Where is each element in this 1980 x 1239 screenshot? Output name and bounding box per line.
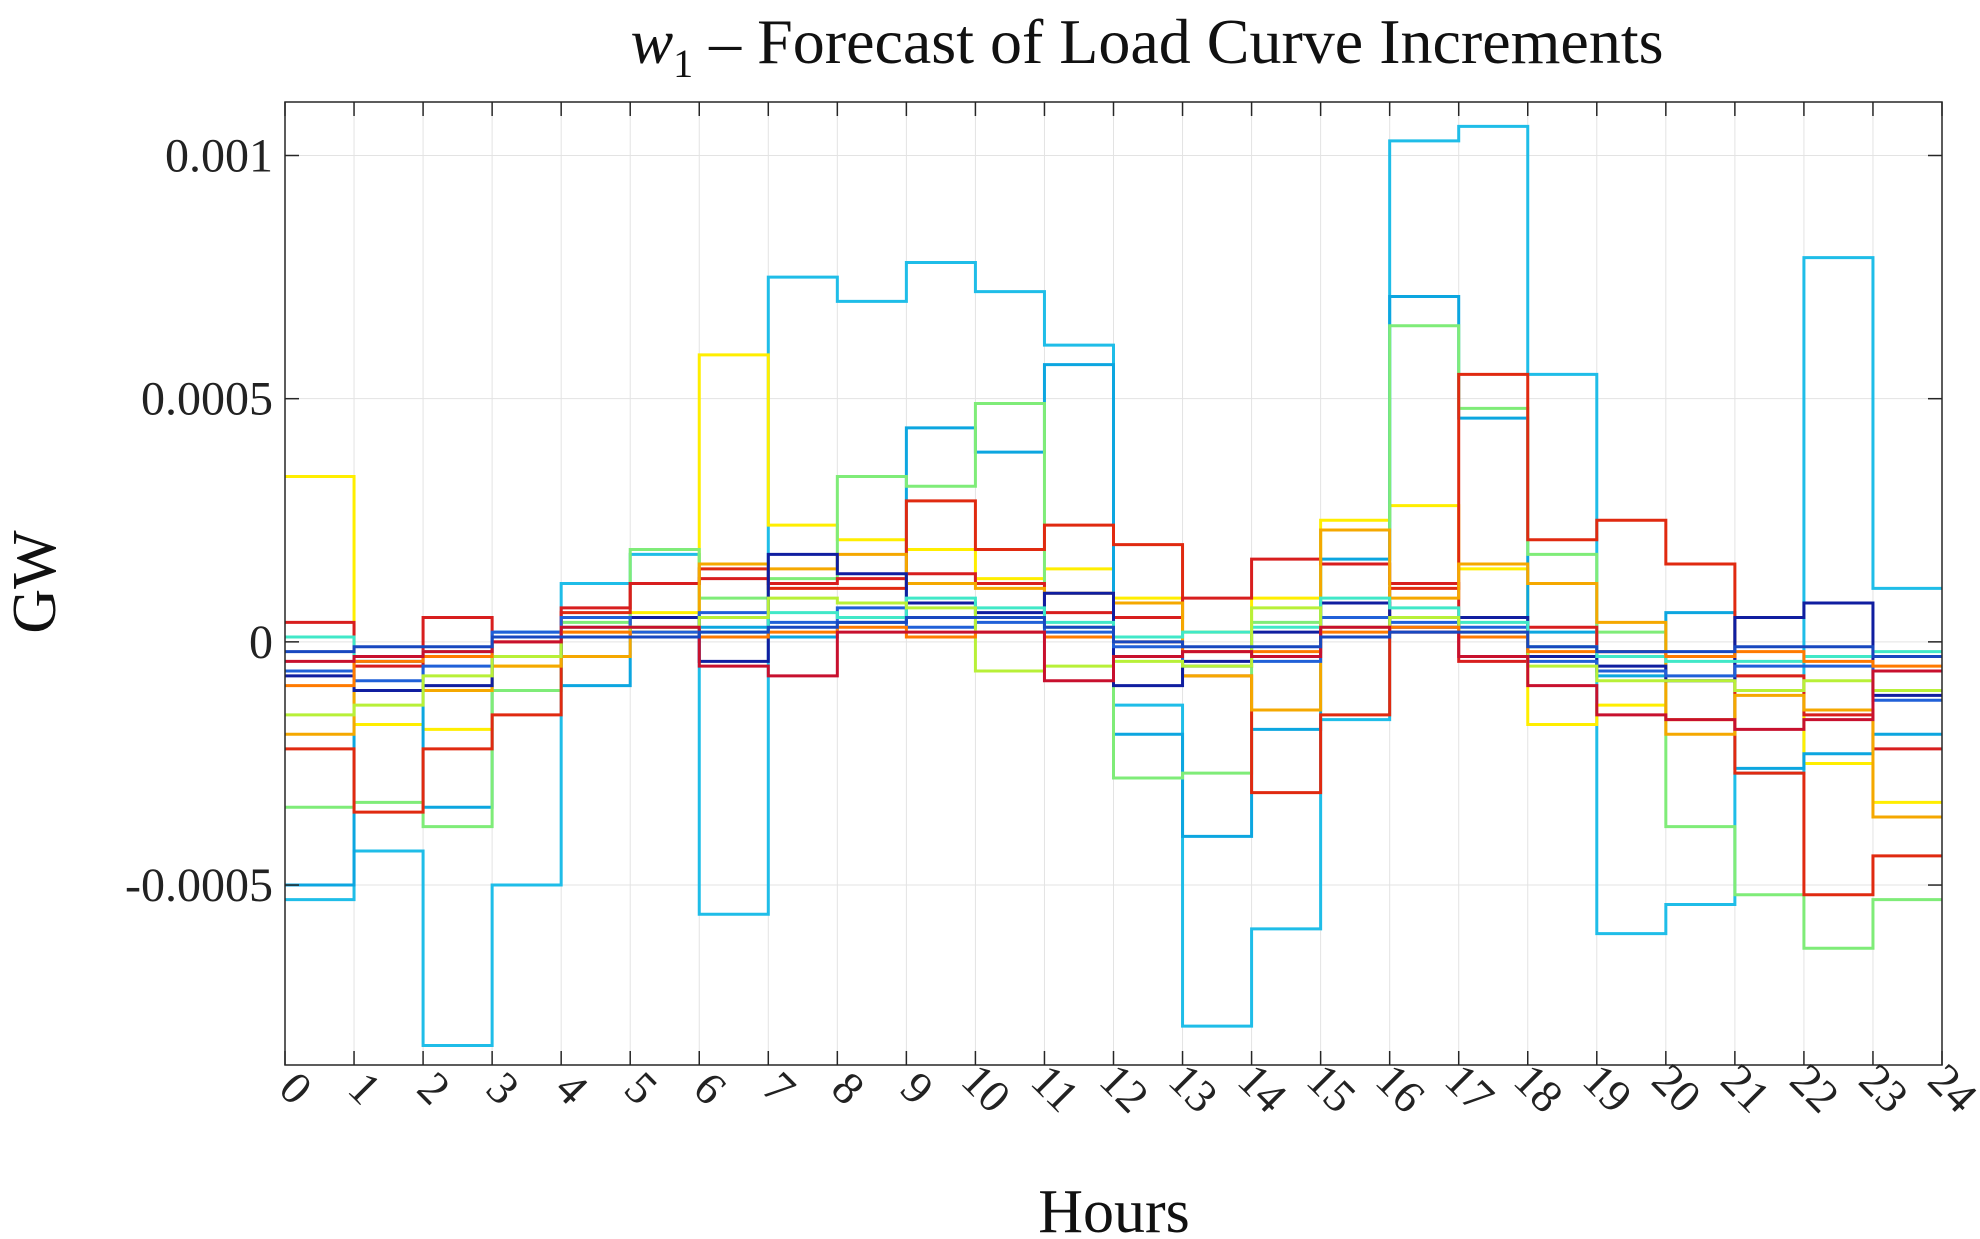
y-tick-label: -0.0005 [125, 859, 273, 912]
chart-title-rest: – Forecast of Load Curve Increments [693, 6, 1663, 77]
chart-title-sub: 1 [673, 41, 693, 86]
y-tick-label: 0 [249, 616, 273, 669]
y-tick-label: 0.0005 [141, 373, 273, 426]
x-axis-label: Hours [1038, 1178, 1190, 1239]
axis-ticks [284, 102, 1943, 1065]
chart-title: w1 – Forecast of Load Curve Increments [630, 6, 1663, 86]
y-tick-label: 0.001 [165, 130, 273, 183]
series-lines [285, 124, 1942, 1048]
series-line-s14 [285, 616, 1942, 658]
chart-title-var: w [630, 6, 673, 77]
y-axis-label: GW [1, 530, 69, 634]
